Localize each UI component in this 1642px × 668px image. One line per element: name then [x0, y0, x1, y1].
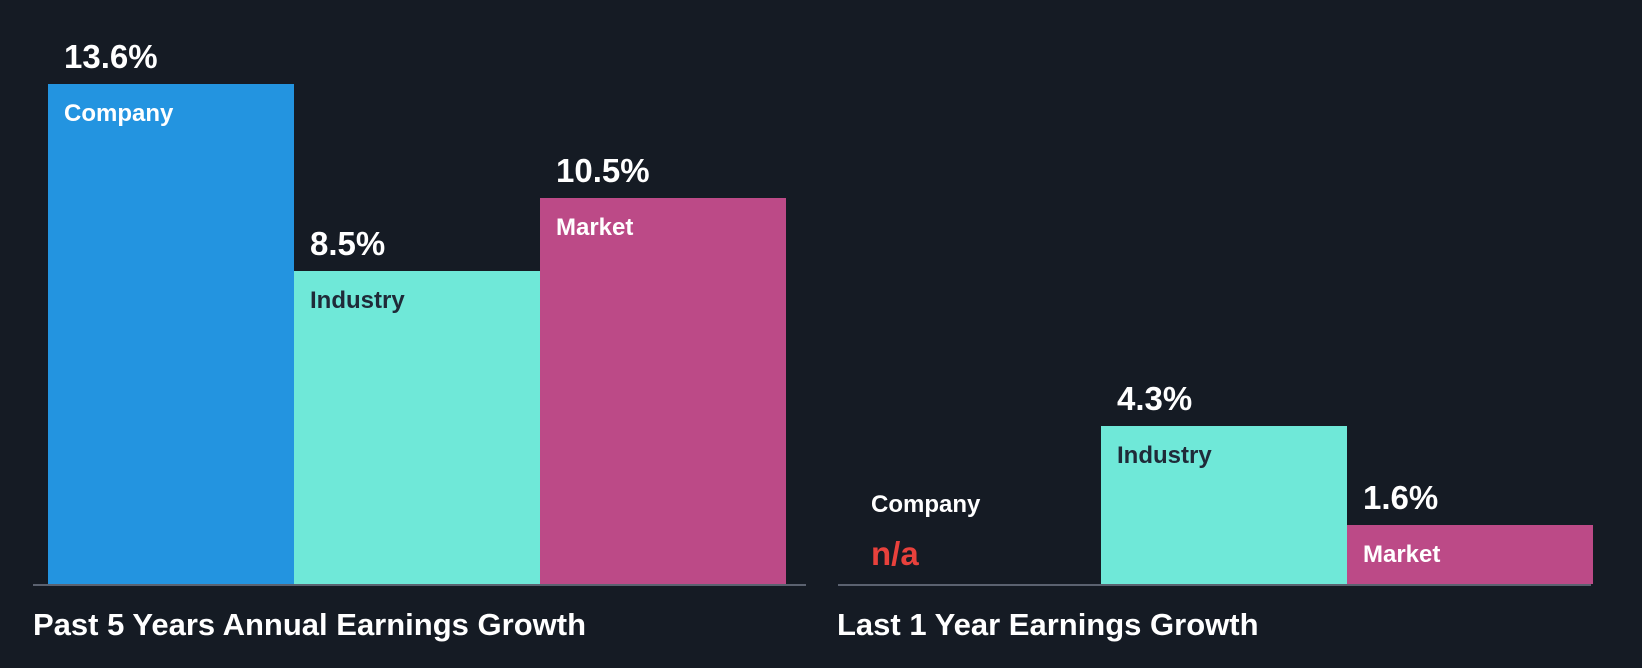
value-label-company: 13.6%	[64, 38, 158, 75]
chart-title: Last 1 Year Earnings Growth	[837, 607, 1259, 642]
chart-title: Past 5 Years Annual Earnings Growth	[33, 607, 587, 642]
value-label-industry: 4.3%	[1117, 380, 1193, 417]
category-label-company: Company	[871, 491, 981, 518]
category-label-industry: Industry	[310, 287, 405, 314]
baseline	[33, 584, 806, 586]
bar-industry	[1101, 426, 1347, 584]
value-label-company: n/a	[871, 535, 919, 572]
category-label-market: Market	[556, 214, 634, 241]
bar-company	[48, 84, 294, 584]
value-label-industry: 8.5%	[310, 225, 386, 262]
bar-market	[1347, 525, 1593, 584]
value-label-market: 1.6%	[1363, 479, 1439, 516]
category-label-company: Company	[64, 100, 174, 127]
chart-past-5-years: Past 5 Years Annual Earnings Growth Comp…	[0, 0, 820, 668]
category-label-industry: Industry	[1117, 442, 1212, 469]
bar-market	[540, 198, 786, 584]
bar-industry	[294, 271, 540, 584]
value-label-market: 10.5%	[556, 152, 650, 189]
baseline	[838, 584, 1591, 586]
category-label-market: Market	[1363, 541, 1441, 568]
chart-last-1-year: Last 1 Year Earnings Growth Company n/a In…	[820, 0, 1642, 668]
